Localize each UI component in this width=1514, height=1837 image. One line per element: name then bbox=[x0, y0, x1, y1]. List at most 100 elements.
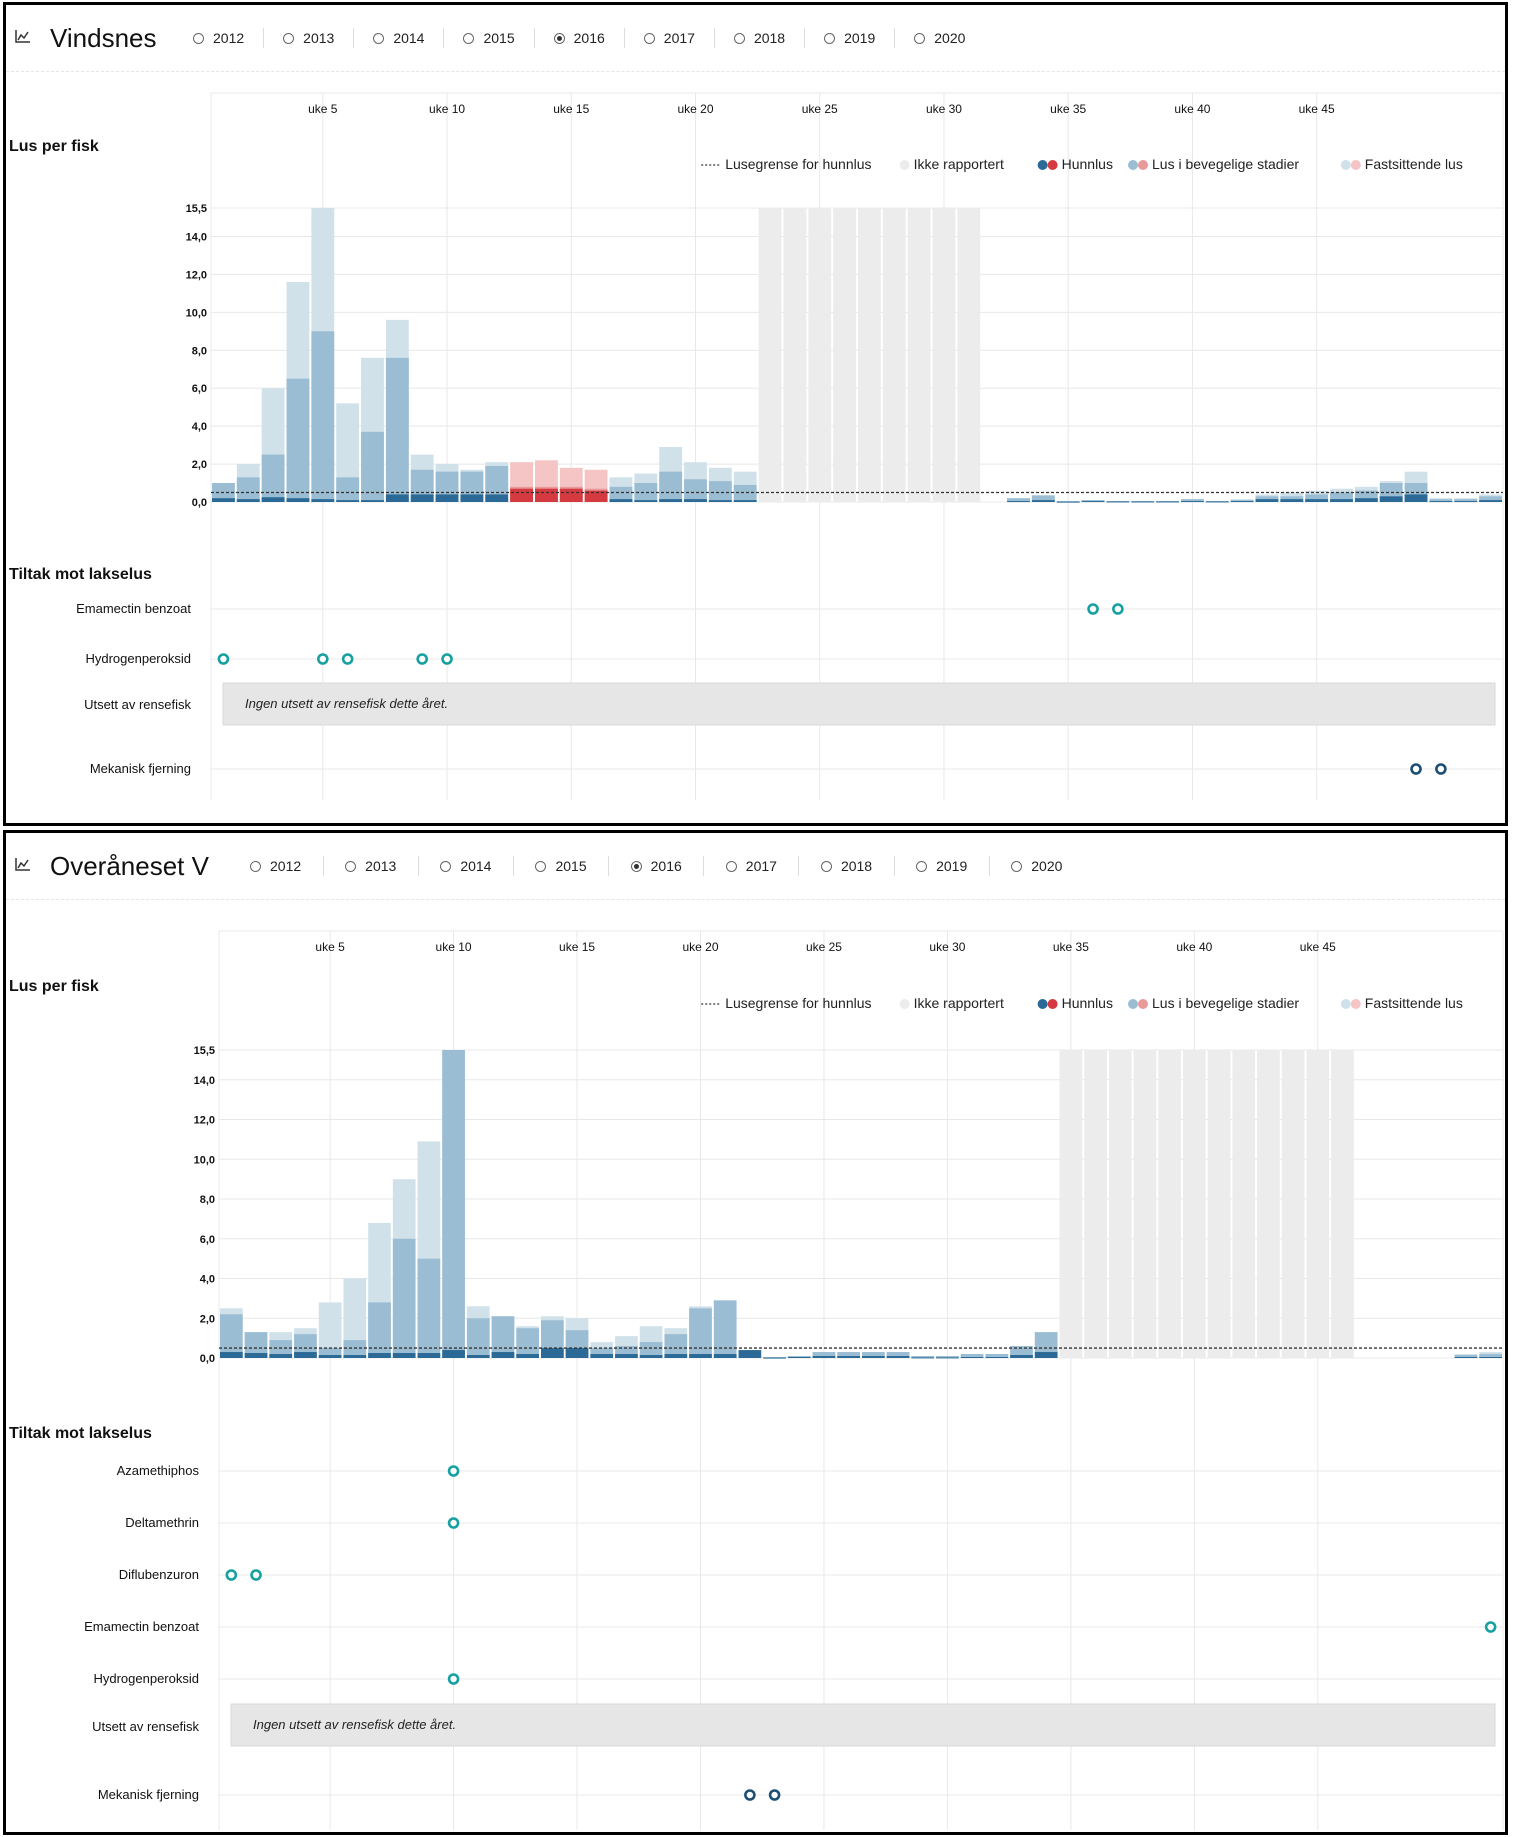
year-separator bbox=[417, 856, 419, 876]
year-option-2020[interactable]: 2020 bbox=[914, 27, 965, 49]
year-option-2015[interactable]: 2015 bbox=[535, 855, 587, 877]
year-radio[interactable] bbox=[733, 32, 745, 44]
year-radio[interactable] bbox=[643, 32, 655, 44]
no-cleaner-fish-note: Ingen utsett av rensefisk dette året. bbox=[253, 1717, 456, 1732]
chart-icon bbox=[15, 30, 30, 43]
treatment-marker bbox=[1484, 1621, 1497, 1633]
bar-mobile bbox=[516, 1328, 539, 1358]
year-option-2017[interactable]: 2017 bbox=[725, 855, 777, 877]
year-option-2013[interactable]: 2013 bbox=[283, 27, 334, 49]
year-option-2012[interactable]: 2012 bbox=[250, 855, 301, 877]
farm-title: Vindsnes bbox=[50, 23, 157, 53]
bar-female bbox=[535, 488, 558, 502]
legend-label: Hunnlus bbox=[1062, 995, 1113, 1011]
year-radio[interactable] bbox=[916, 860, 928, 872]
lice-chart: uke 5 uke 10 uke 15 uke 20 uke 25 uke 30 uke 3… bbox=[9, 930, 1504, 1830]
bar-female bbox=[609, 499, 633, 502]
bar-not-reported bbox=[882, 208, 906, 502]
bar-female bbox=[1056, 501, 1080, 503]
treatment-marker bbox=[744, 1789, 756, 1801]
year-radio[interactable] bbox=[1011, 860, 1023, 872]
year-radio[interactable] bbox=[463, 32, 475, 44]
bar-mobile bbox=[713, 1300, 737, 1358]
year-radio[interactable] bbox=[553, 32, 565, 44]
year-option-2014[interactable]: 2014 bbox=[440, 855, 491, 877]
legend-dot-swatch bbox=[1138, 999, 1148, 1009]
bar-female bbox=[559, 488, 583, 502]
bar-female bbox=[220, 1352, 243, 1358]
bar-female bbox=[318, 1355, 342, 1358]
bar-mobile bbox=[385, 357, 409, 502]
bar-female bbox=[1031, 500, 1055, 502]
x-tick-label: uke 30 bbox=[926, 102, 962, 116]
bar-female bbox=[286, 498, 310, 502]
year-option-2015[interactable]: 2015 bbox=[463, 27, 515, 49]
bar-female bbox=[294, 1352, 317, 1358]
year-option-2019[interactable]: 2019 bbox=[916, 855, 967, 877]
bar-mobile bbox=[763, 1357, 786, 1359]
bar-female bbox=[1181, 501, 1204, 503]
year-radio[interactable] bbox=[824, 32, 836, 44]
bar-female bbox=[1379, 496, 1403, 502]
legend-label: Lusegrense for hunnlus bbox=[725, 995, 871, 1011]
bar-mobile bbox=[1354, 490, 1378, 502]
year-radio[interactable] bbox=[440, 860, 452, 872]
year-label: 2016 bbox=[650, 858, 682, 874]
year-option-2018[interactable]: 2018 bbox=[733, 27, 786, 49]
year-separator bbox=[804, 28, 806, 48]
year-radio[interactable] bbox=[193, 32, 204, 44]
year-radio[interactable] bbox=[373, 32, 385, 44]
y-tick-label: 0,0 bbox=[200, 1353, 215, 1365]
legend-label: Hunnlus bbox=[1062, 156, 1113, 172]
bar-mobile bbox=[609, 486, 633, 502]
bar-mobile bbox=[1031, 495, 1055, 502]
year-radio[interactable] bbox=[914, 32, 926, 44]
legend-dot-swatch bbox=[899, 160, 910, 170]
year-option-2019[interactable]: 2019 bbox=[824, 27, 875, 49]
year-label: 2018 bbox=[753, 30, 786, 46]
y-tick-label: 15,5 bbox=[194, 1045, 215, 1057]
year-radio[interactable] bbox=[820, 860, 832, 872]
year-option-2013[interactable]: 2013 bbox=[345, 855, 396, 877]
bar-female bbox=[244, 1353, 268, 1358]
year-radio[interactable] bbox=[630, 860, 642, 872]
year-option-2016[interactable]: 2016 bbox=[553, 27, 605, 49]
legend-dot-swatch bbox=[899, 999, 910, 1009]
year-label: 2015 bbox=[555, 858, 587, 874]
y-tick-label: 2,0 bbox=[200, 1313, 215, 1325]
bar-not-reported bbox=[783, 208, 807, 502]
treatments-title: Tiltak mot lakselus bbox=[9, 1425, 152, 1442]
year-separator bbox=[322, 856, 324, 876]
year-option-2017[interactable]: 2017 bbox=[643, 27, 695, 49]
year-radio[interactable] bbox=[345, 860, 357, 872]
year-radio[interactable] bbox=[250, 860, 261, 872]
farm-panel-vindsnes: Vindsnes 2012 2013 2014 2015 2016 2017 2018 201… bbox=[3, 2, 1508, 826]
bar-female bbox=[1479, 500, 1502, 502]
bar-not-reported bbox=[808, 208, 832, 502]
bar-female bbox=[713, 1354, 737, 1358]
legend-dot-swatch bbox=[1047, 999, 1058, 1009]
bar-mobile bbox=[1479, 496, 1502, 502]
bar-female bbox=[343, 1355, 367, 1358]
bar-not-reported bbox=[907, 208, 931, 502]
year-option-2014[interactable]: 2014 bbox=[373, 27, 424, 49]
treatment-label: Mekanisk fjerning bbox=[98, 1787, 199, 1802]
year-radio[interactable] bbox=[283, 32, 295, 44]
legend-dot-swatch bbox=[1047, 160, 1058, 170]
year-option-2012[interactable]: 2012 bbox=[193, 27, 244, 49]
year-radio[interactable] bbox=[535, 860, 547, 872]
panel-header: Vindsnes 2012 2013 2014 2015 2016 2017 2018 201… bbox=[6, 5, 1505, 72]
legend-label: Ikke rapportert bbox=[914, 156, 1004, 172]
bar-mobile bbox=[615, 1346, 638, 1358]
bar-mobile bbox=[960, 1354, 984, 1358]
year-label: 2019 bbox=[936, 858, 968, 874]
year-option-2018[interactable]: 2018 bbox=[820, 855, 872, 877]
year-option-2020[interactable]: 2020 bbox=[1011, 855, 1062, 877]
y-tick-label: 12,0 bbox=[194, 1115, 215, 1127]
bar-female bbox=[1230, 501, 1254, 503]
year-option-2016[interactable]: 2016 bbox=[630, 855, 682, 877]
legend-not-reported: Ikke rapportert bbox=[899, 995, 1004, 1011]
legend-female: Hunnlus bbox=[1037, 156, 1113, 172]
year-radio[interactable] bbox=[725, 860, 737, 872]
year-label: 2013 bbox=[365, 858, 397, 874]
